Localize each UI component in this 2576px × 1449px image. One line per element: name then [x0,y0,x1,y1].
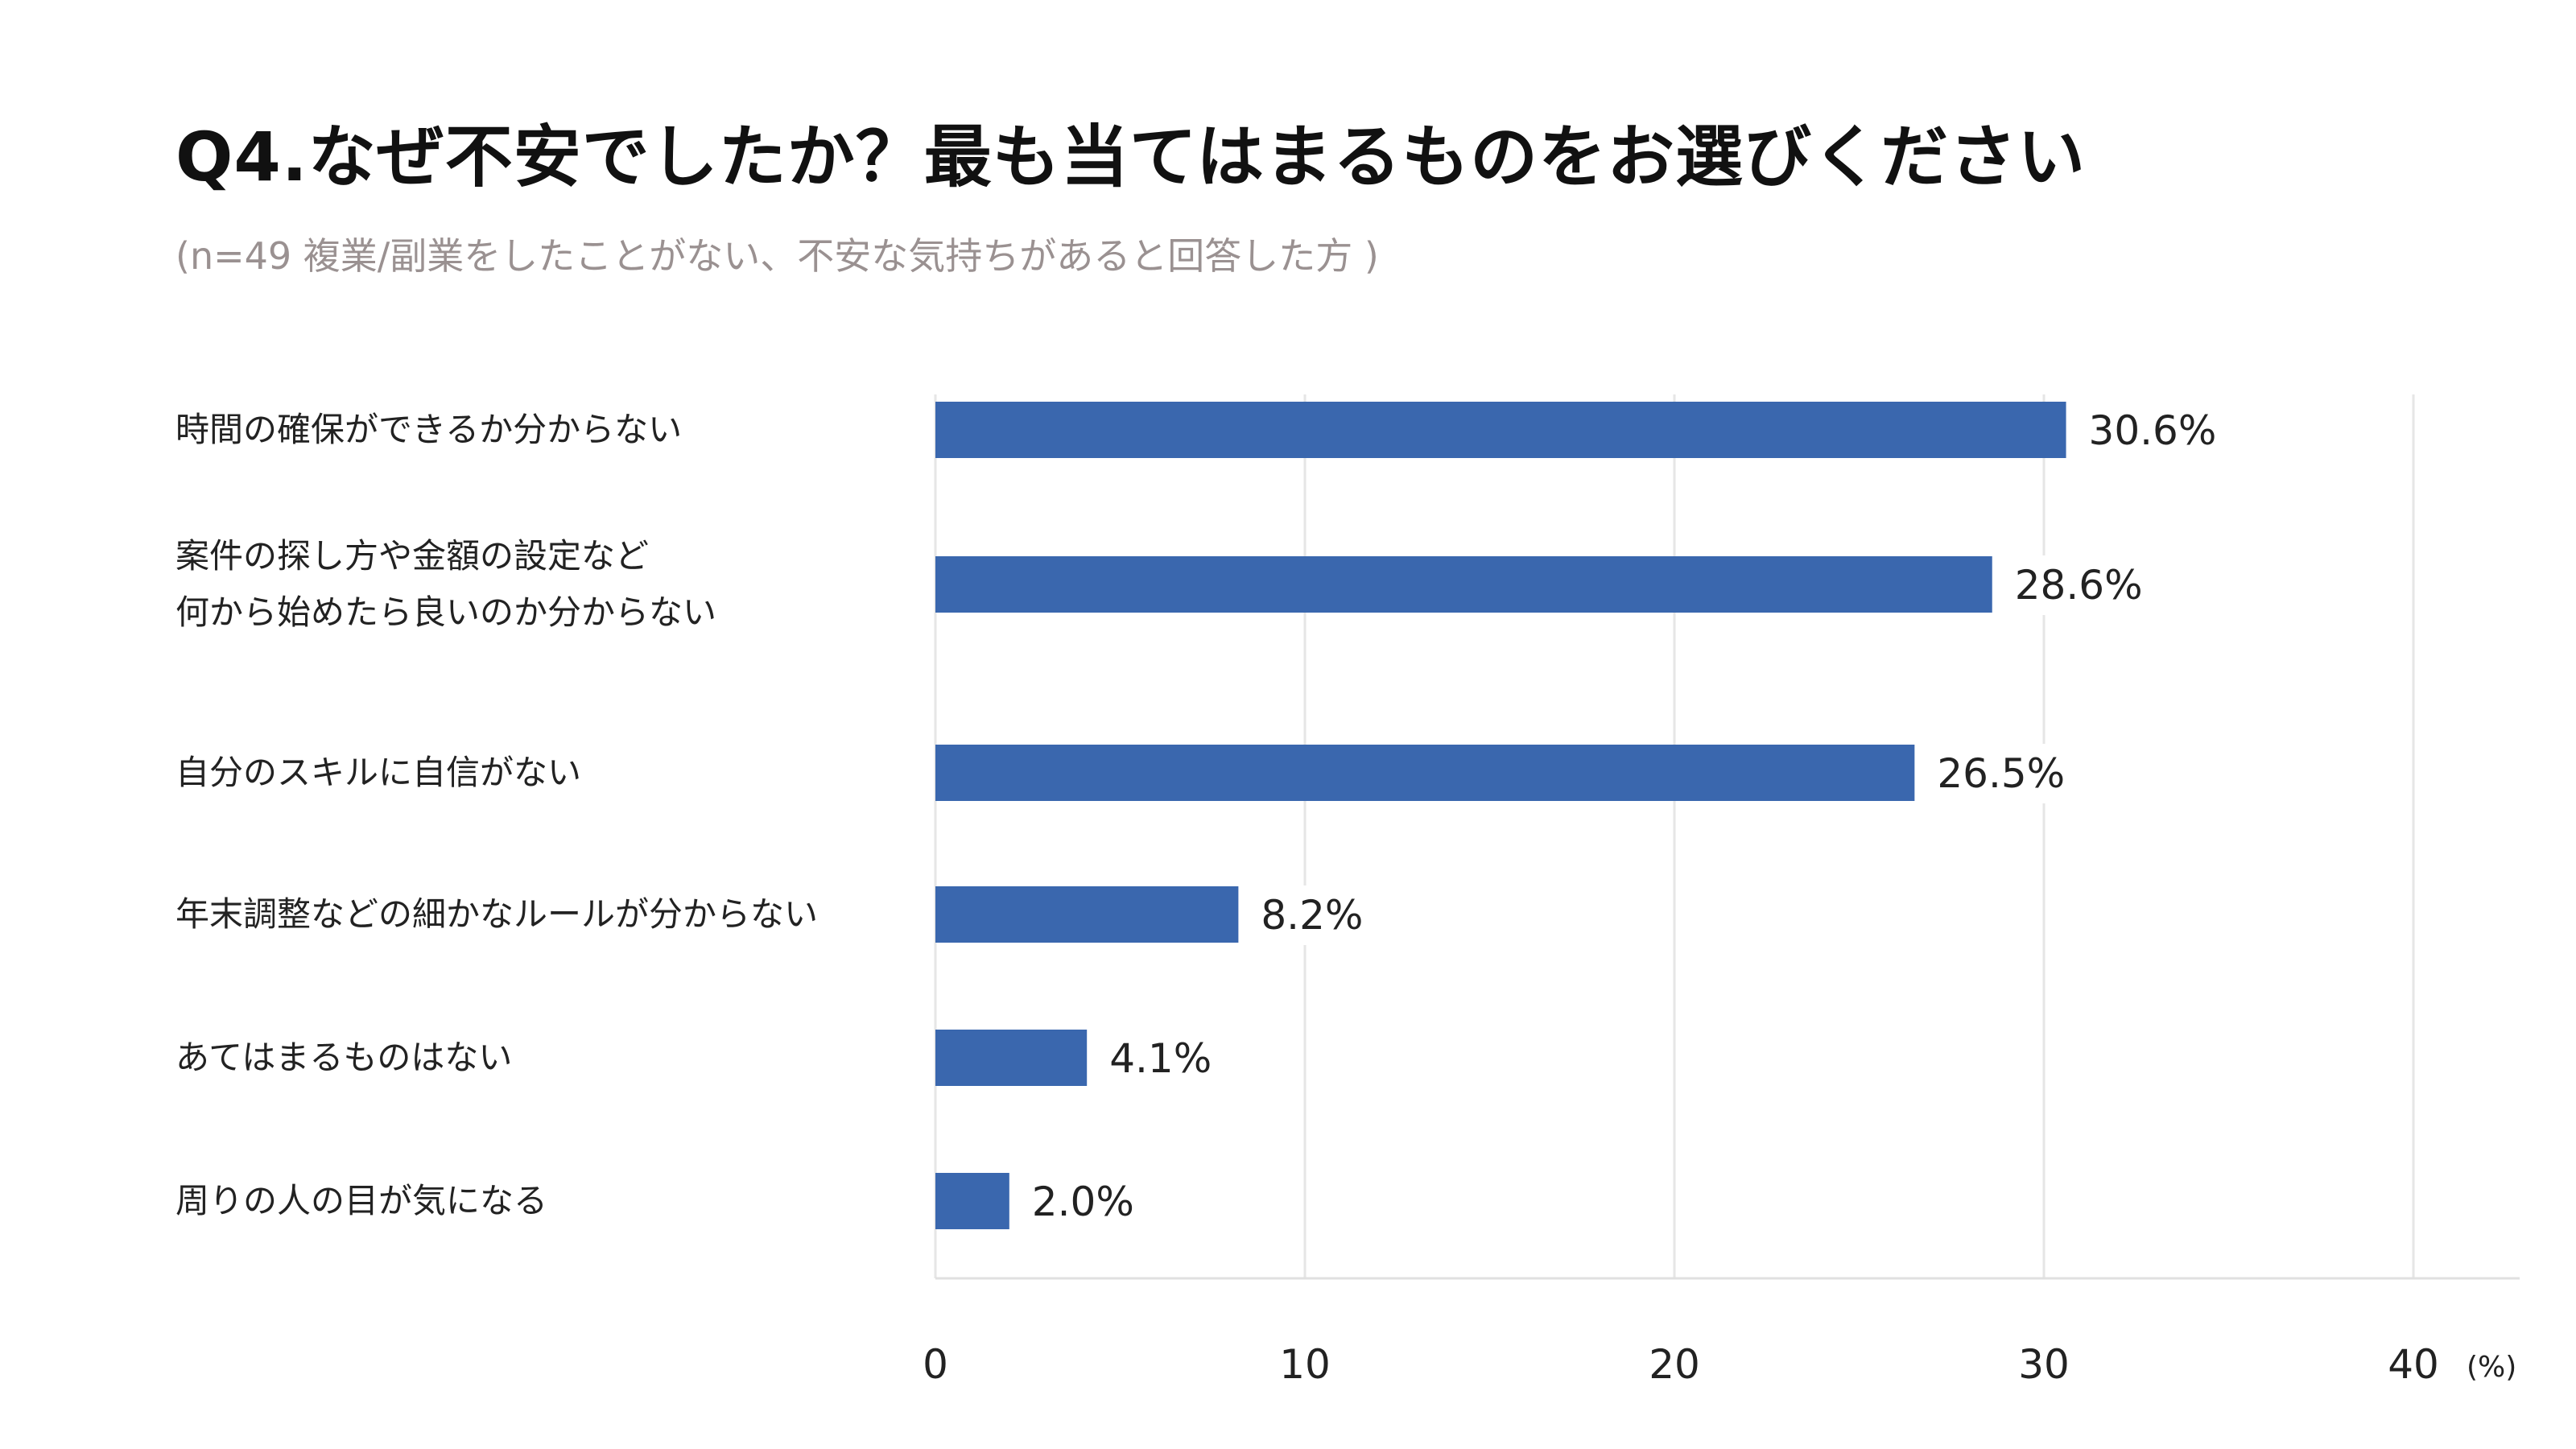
value-label-0: 30.6% [2089,407,2217,454]
value-label-4: 4.1% [1109,1035,1212,1082]
bar-2 [935,745,1915,801]
bar-5 [935,1173,1009,1229]
value-label-2: 26.5% [1937,750,2065,797]
tick-label-30: 30 [2018,1341,2070,1388]
value-label-bg-0 [2080,401,2225,460]
category-label-4-0: あてはまるものはない [175,1038,512,1077]
chart-title: Q4.なぜ不安でしたか？最も当てはまるものをお選びください [175,118,2087,196]
value-label-bg-4 [1101,1029,1220,1088]
value-label-5: 2.0% [1032,1179,1134,1225]
category-label-3-0: 年末調整などの細かなルールが分からない [175,894,818,934]
category-label-2-0: 自分のスキルに自信がない [175,753,581,792]
category-label-1-1: 何から始めたら良いのか分からない [175,592,716,632]
value-label-bg-2 [1929,744,2074,803]
value-label-bg-1 [2006,555,2151,615]
tick-label-0: 0 [923,1341,948,1388]
bar-0 [935,402,2066,458]
category-label-1-0: 案件の探し方や金額の設定など [175,536,649,576]
tick-label-40: 40 [2388,1341,2439,1388]
value-label-3: 8.2% [1261,892,1363,939]
x-unit-label: (%) [2467,1351,2516,1384]
bar-1 [935,556,1992,613]
bar-3 [935,886,1239,943]
bar-4 [935,1030,1088,1086]
bars [935,402,2066,1229]
category-label-0-0: 時間の確保ができるか分からない [175,410,682,449]
value-labels: 30.6% 28.6% 26.5% 8.2% 4.1% 2.0% [1023,401,2225,1232]
value-label-bg-5 [1023,1172,1142,1232]
tick-label-10: 10 [1279,1341,1331,1388]
value-label-1: 28.6% [2015,562,2143,609]
category-label-5-0: 周りの人の目が気になる [175,1181,547,1220]
category-labels: 時間の確保ができるか分からない案件の探し方や金額の設定など何から始めたら良いのか… [175,410,818,1220]
chart-subtitle: (n=49 複業/副業をしたことがない、不安な気持ちがあると回答した方 ) [175,234,1379,278]
tick-label-20: 20 [1649,1341,1700,1388]
x-axis-ticks: 0 10 20 30 40 (%) [923,1341,2516,1388]
gridlines [934,394,2520,1280]
value-label-bg-3 [1253,886,1372,945]
